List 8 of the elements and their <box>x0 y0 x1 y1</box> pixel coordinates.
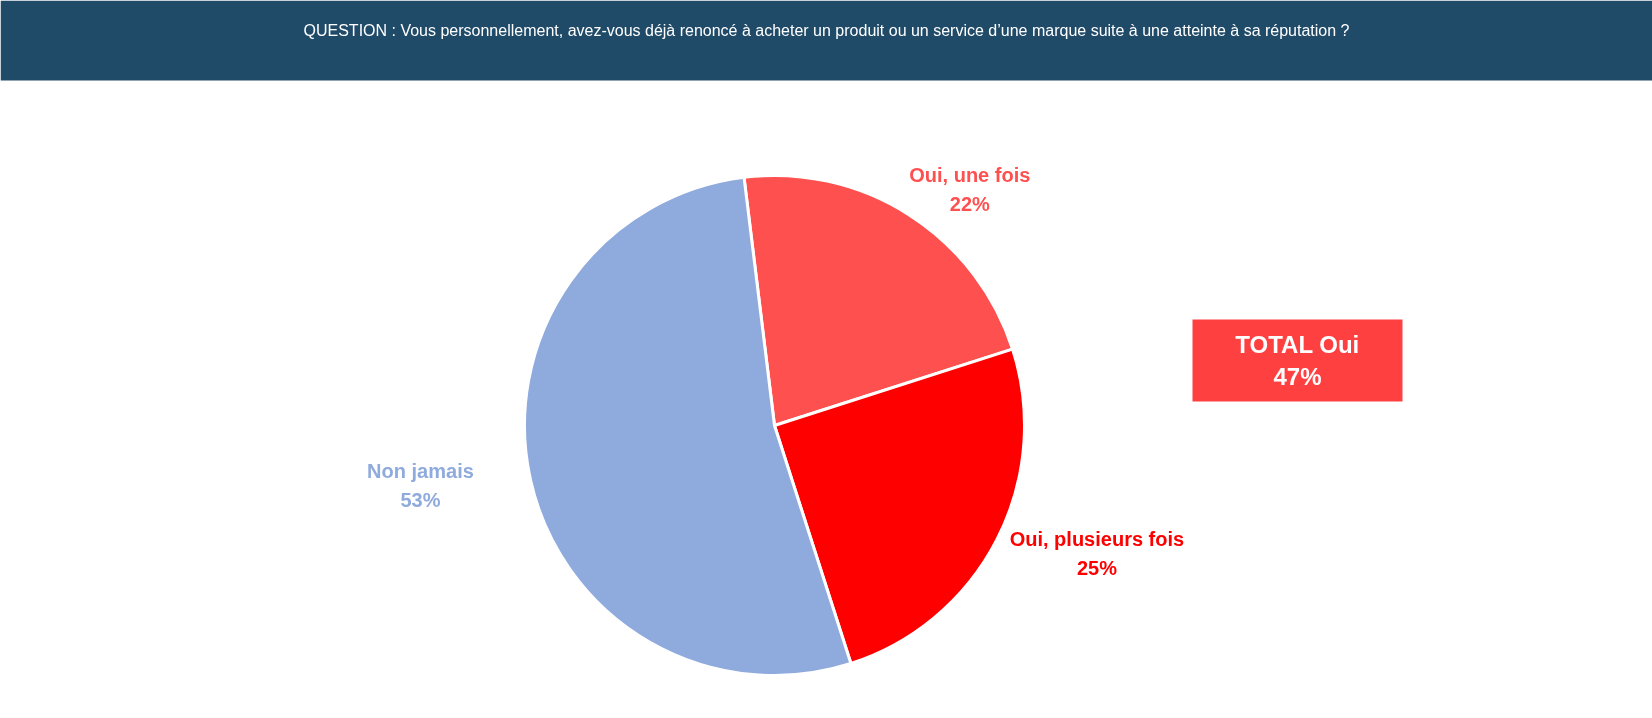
chart-title: QUESTION : Vous personnellement, avez-vous déjà renoncé à acheter un produit ou un service d’une marque suite à une atteinte à sa réputation ? <box>303 22 1350 39</box>
data-label: 25% <box>1076 556 1118 579</box>
data-label: 53% <box>400 488 441 511</box>
data-label: 22% <box>949 192 991 215</box>
slice-label: Oui, plusieurs fois <box>1009 528 1185 551</box>
text: TOTAL Oui 47% <box>1235 330 1360 391</box>
slice-label: Oui, une fois <box>909 164 1031 187</box>
slice-label: Non jamais <box>367 460 474 483</box>
